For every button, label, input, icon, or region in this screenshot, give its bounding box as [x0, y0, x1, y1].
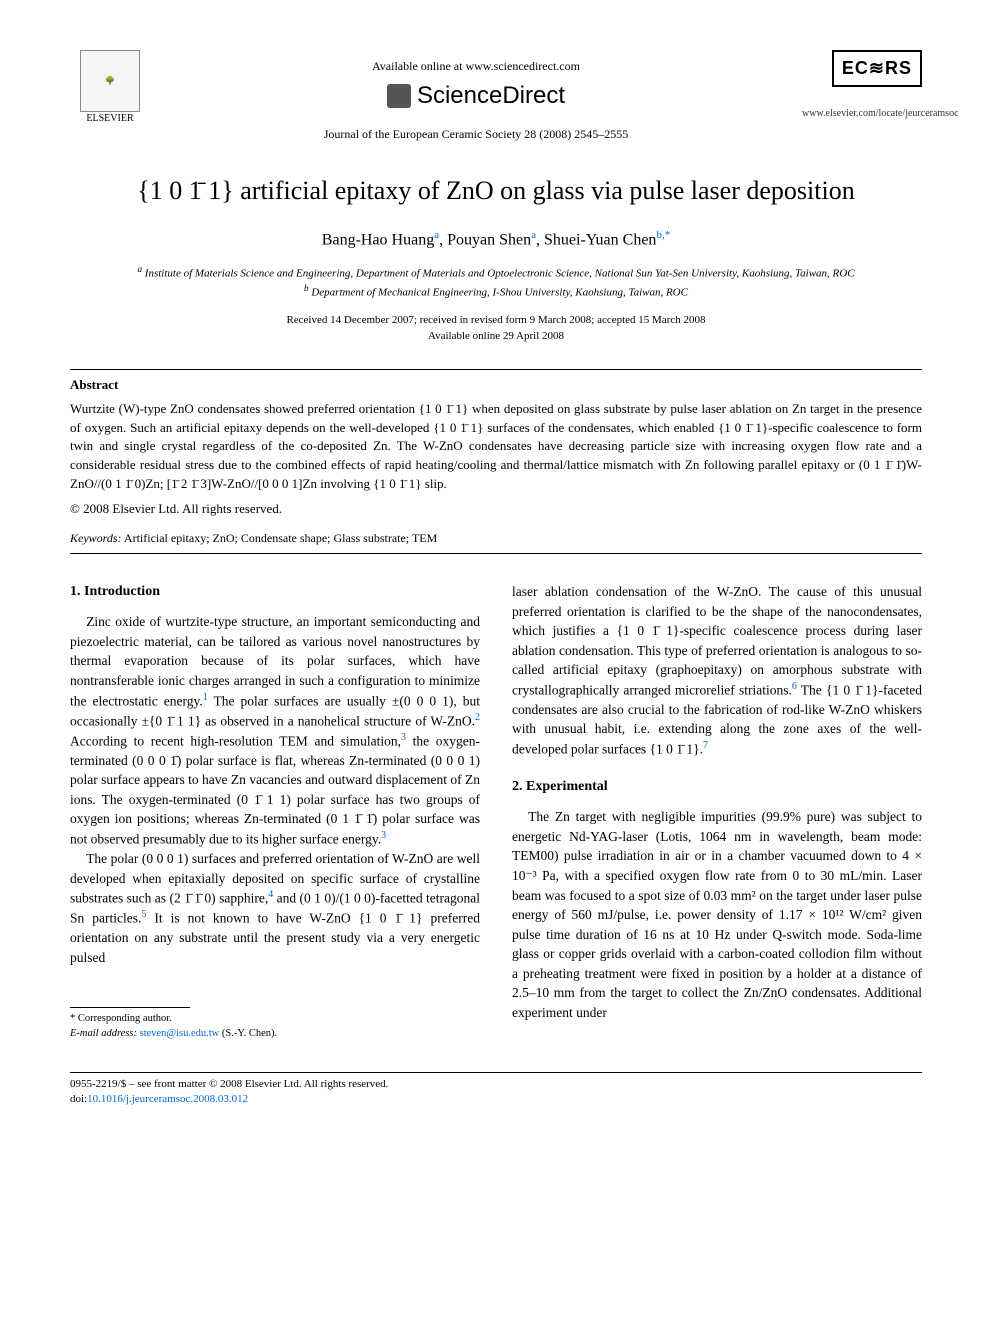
online-date: Available online 29 April 2008: [428, 330, 564, 342]
sciencedirect-text: ScienceDirect: [417, 79, 565, 113]
email-address[interactable]: steven@isu.edu.tw: [140, 1028, 220, 1039]
affil-b: Department of Mechanical Engineering, I-…: [311, 287, 688, 299]
author-2[interactable]: Pouyan Shen: [447, 231, 531, 248]
footnote-block: * Corresponding author. E-mail address: …: [70, 1012, 480, 1041]
abstract-body: Wurtzite (W)-type ZnO condensates showed…: [70, 400, 922, 494]
sciencedirect-icon: [387, 84, 411, 108]
intro-para-2: The polar (0 0 0 1) surfaces and preferr…: [70, 849, 480, 967]
doi-link[interactable]: 10.1016/j.jeurceramsoc.2008.03.012: [87, 1093, 248, 1105]
author-1[interactable]: Bang-Hao Huang: [322, 231, 434, 248]
rule-top: [70, 369, 922, 370]
author-3-affil: b,: [656, 229, 664, 241]
author-3[interactable]: Shuei-Yuan Chen: [544, 231, 656, 248]
received-dates: Received 14 December 2007; received in r…: [286, 314, 705, 326]
ecers-logo: EC≋RS: [832, 50, 922, 87]
keywords-line: Keywords: Artificial epitaxy; ZnO; Conde…: [70, 530, 922, 547]
exp-para-1: The Zn target with negligible impurities…: [512, 807, 922, 1022]
ref-7[interactable]: 7: [703, 740, 708, 751]
affiliations: a Institute of Materials Science and Eng…: [70, 263, 922, 301]
col2-p1a: laser ablation condensation of the W-ZnO…: [512, 584, 922, 697]
keywords-list: Artificial epitaxy; ZnO; Condensate shap…: [124, 531, 437, 545]
footer-block: 0955-2219/$ – see front matter © 2008 El…: [70, 1077, 922, 1108]
footer-rule: [70, 1072, 922, 1073]
two-column-body: 1. Introduction Zinc oxide of wurtzite-t…: [70, 582, 922, 1042]
ref-3b[interactable]: 3: [381, 830, 386, 841]
center-header: Available online at www.sciencedirect.co…: [150, 50, 802, 143]
authors-line: Bang-Hao Huanga, Pouyan Shena, Shuei-Yua…: [70, 228, 922, 252]
intro-para-2-cont: laser ablation condensation of the W-ZnO…: [512, 582, 922, 759]
available-online-text: Available online at www.sciencedirect.co…: [150, 58, 802, 75]
ecers-box: EC≋RS www.elsevier.com/locate/jeurcerams…: [802, 50, 922, 121]
author-1-affil: a: [434, 229, 439, 241]
abstract-copyright: © 2008 Elsevier Ltd. All rights reserved…: [70, 500, 922, 518]
affil-b-sup: b: [304, 283, 309, 293]
affil-a-sup: a: [137, 264, 142, 274]
email-who: (S.-Y. Chen).: [219, 1028, 277, 1039]
footer-copyright: 0955-2219/$ – see front matter © 2008 El…: [70, 1077, 922, 1092]
section-spacer: [512, 759, 922, 777]
corresponding-mark: *: [665, 229, 671, 241]
journal-reference: Journal of the European Ceramic Society …: [150, 126, 802, 143]
doi-line: doi:10.1016/j.jeurceramsoc.2008.03.012: [70, 1092, 922, 1107]
rule-bottom: [70, 553, 922, 554]
email-label: E-mail address:: [70, 1028, 137, 1039]
keywords-label: Keywords:: [70, 531, 122, 545]
elsevier-label: ELSEVIER: [86, 112, 133, 126]
left-column: 1. Introduction Zinc oxide of wurtzite-t…: [70, 582, 480, 1042]
experimental-heading: 2. Experimental: [512, 777, 922, 797]
email-line: E-mail address: steven@isu.edu.tw (S.-Y.…: [70, 1027, 480, 1042]
corresponding-author-label: * Corresponding author.: [70, 1012, 480, 1027]
ref-2[interactable]: 2: [475, 712, 480, 723]
intro-para-1: Zinc oxide of wurtzite-type structure, a…: [70, 612, 480, 849]
elsevier-logo: 🌳 ELSEVIER: [70, 50, 150, 140]
intro-p1d: the oxygen-terminated (0 0 0 1̄) polar s…: [70, 733, 480, 846]
sciencedirect-logo: ScienceDirect: [150, 79, 802, 113]
article-dates: Received 14 December 2007; received in r…: [70, 312, 922, 345]
article-title: {1 0 1̄ 1} artificial epitaxy of ZnO on …: [70, 173, 922, 209]
header-row: 🌳 ELSEVIER Available online at www.scien…: [70, 50, 922, 143]
right-column: laser ablation condensation of the W-ZnO…: [512, 582, 922, 1042]
footnote-rule: [70, 1007, 190, 1008]
author-2-affil: a: [531, 229, 536, 241]
homepage-url: www.elsevier.com/locate/jeurceramsoc: [802, 107, 922, 121]
abstract-heading: Abstract: [70, 376, 922, 394]
doi-label: doi:: [70, 1093, 87, 1105]
elsevier-tree-icon: 🌳: [80, 50, 140, 112]
affil-a: Institute of Materials Science and Engin…: [145, 268, 855, 280]
introduction-heading: 1. Introduction: [70, 582, 480, 602]
intro-p1c: According to recent high-resolution TEM …: [70, 733, 401, 748]
